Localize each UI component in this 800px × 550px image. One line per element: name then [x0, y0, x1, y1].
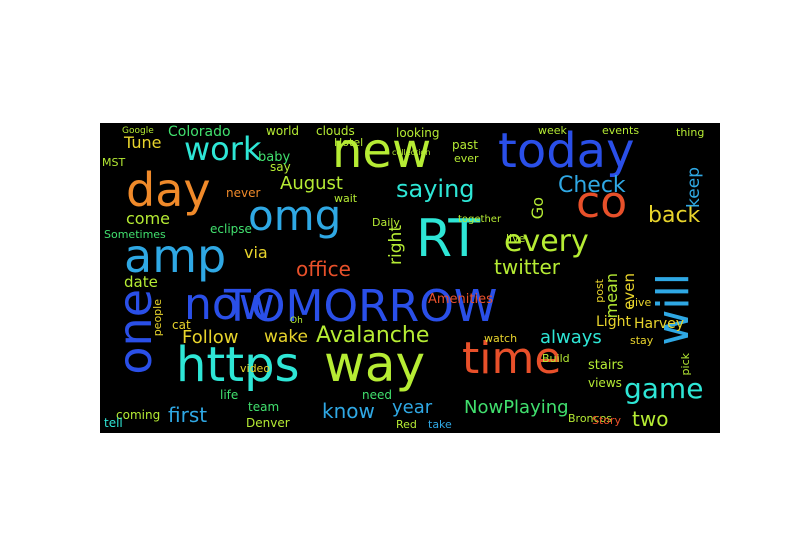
word-story: Story — [592, 414, 622, 427]
word-colorado: Colorado — [168, 124, 231, 140]
word-wait: wait — [334, 192, 358, 205]
word-oh: Oh — [290, 316, 303, 326]
word-come: come — [126, 209, 171, 228]
word-post: post — [593, 279, 606, 303]
word-tune: Tune — [124, 133, 162, 152]
word-harvey: Harvey — [634, 316, 685, 332]
word-light: Light — [596, 314, 631, 330]
word-back: back — [648, 203, 701, 228]
word-twitter: twitter — [494, 255, 560, 279]
word-follow: Follow — [182, 327, 239, 348]
word-keep: keep — [684, 167, 704, 208]
word-time: time — [462, 333, 562, 384]
word-date: date — [124, 273, 158, 291]
word-looking: looking — [396, 126, 440, 140]
word-need: need — [362, 388, 392, 402]
word-year: year — [392, 397, 433, 418]
word-rt: RT — [416, 209, 481, 269]
word-video: video — [240, 362, 271, 375]
word-avalanche: Avalanche — [316, 323, 430, 348]
word-eclipse: eclipse — [210, 222, 252, 236]
word-check: Check — [558, 173, 626, 198]
word-red: Red — [396, 418, 417, 431]
word-build: Build — [542, 352, 570, 365]
word-https: https — [176, 337, 300, 393]
word-now: now — [184, 279, 275, 330]
word-ever: ever — [454, 152, 479, 165]
word-give: give — [628, 296, 652, 309]
word-nowplaying: NowPlaying — [464, 397, 569, 418]
word-today: today — [498, 123, 635, 179]
word-say: say — [270, 160, 291, 174]
word-game: game — [624, 372, 704, 405]
word-sometimes: Sometimes — [104, 228, 166, 241]
word-google: Google — [122, 126, 154, 136]
word-new: new — [332, 123, 432, 179]
word-will: will — [648, 273, 699, 346]
word-mst: MST — [102, 156, 126, 169]
word-collection: collection — [392, 148, 431, 157]
word-broncos: Broncos — [568, 412, 613, 425]
word-co: co — [576, 177, 628, 228]
word-baby: baby — [258, 150, 291, 165]
word-august: August — [280, 173, 343, 194]
word-tell: tell — [104, 416, 123, 430]
word-way: way — [324, 335, 426, 393]
word-denver: Denver — [246, 416, 290, 430]
word-amp: amp — [124, 229, 227, 283]
word-pick: pick — [679, 353, 692, 376]
word-wake: wake — [264, 327, 309, 347]
word-life: life — [220, 388, 239, 402]
word-events: events — [602, 124, 640, 137]
word-go: Go — [528, 197, 547, 220]
word-daily: Daily — [372, 216, 400, 229]
word-first: first — [168, 403, 208, 427]
word-day: day — [126, 163, 211, 217]
word-amenities: Amenities — [428, 292, 493, 307]
word-mean: mean — [602, 273, 621, 319]
word-cat: cat — [172, 318, 191, 332]
word-people: people — [151, 299, 164, 337]
word-tomorrow: TOMORROW — [224, 281, 498, 332]
word-saying: saying — [396, 175, 475, 203]
word-via: via — [244, 243, 268, 262]
word-week: week — [538, 124, 567, 137]
word-right: right — [386, 225, 406, 265]
word-take: take — [428, 418, 452, 431]
word-two: two — [632, 407, 669, 431]
word-together: together — [458, 214, 502, 225]
word-hotel: Hotel — [334, 136, 364, 149]
word-always: always — [540, 327, 602, 348]
word-thing: thing — [676, 126, 705, 139]
word-team: team — [248, 400, 280, 414]
word-views: views — [588, 376, 622, 390]
word-live: live — [506, 232, 526, 245]
word-omg: omg — [248, 191, 342, 240]
word-work: work — [184, 130, 262, 168]
word-stairs: stairs — [588, 358, 624, 373]
word-coming: coming — [116, 408, 161, 422]
word-stay: stay — [630, 334, 654, 347]
word-know: know — [322, 399, 375, 423]
word-never: never — [226, 186, 261, 200]
word-office: office — [296, 257, 351, 281]
word-cloud: TOMORROW now https way RT today new amp … — [100, 123, 720, 433]
word-world: world — [266, 124, 300, 138]
word-past: past — [452, 138, 478, 152]
word-watch: watch — [484, 332, 518, 345]
word-every: every — [504, 224, 589, 259]
word-clouds: clouds — [316, 124, 355, 138]
